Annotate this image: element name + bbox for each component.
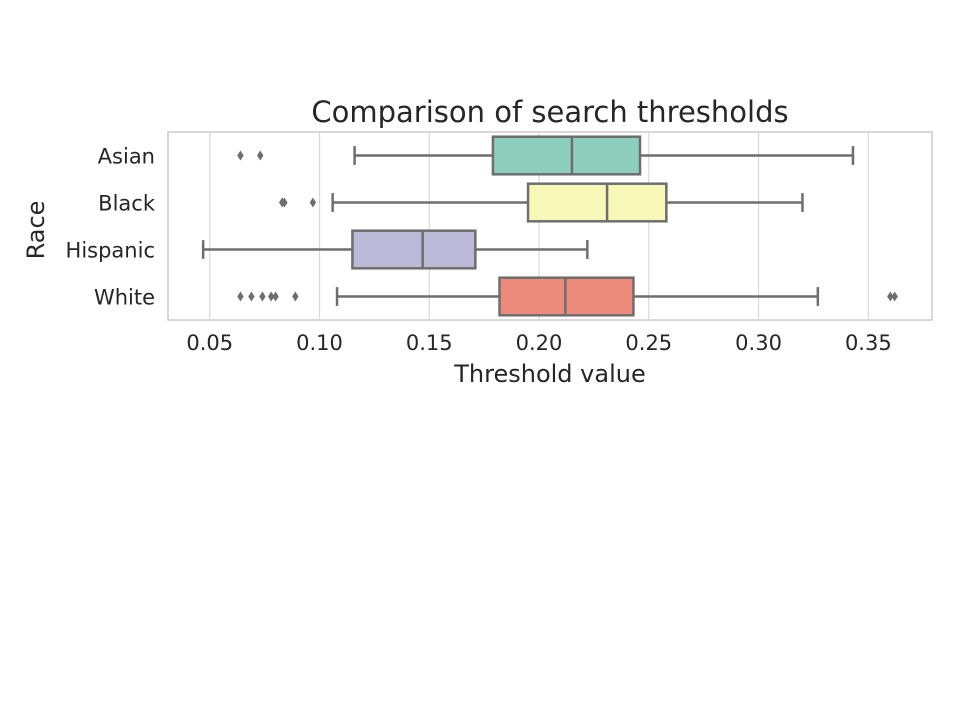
outlier-point: [309, 197, 317, 208]
x-axis-label: Threshold value: [453, 360, 645, 388]
box-iqr: [491, 135, 642, 176]
outlier-point: [248, 291, 255, 302]
outlier-point: [237, 150, 244, 161]
outlier-point: [257, 150, 264, 161]
box-iqr: [526, 182, 668, 223]
outlier-point: [891, 291, 898, 302]
box-hispanic: [201, 229, 589, 270]
y-tick-label: White: [94, 286, 155, 310]
x-tick-label: 0.15: [406, 331, 453, 355]
chart-title: Comparison of search thresholds: [311, 95, 788, 129]
y-tick-labels: Asian Black Hispanic White: [66, 145, 156, 310]
x-tick-labels: 0.05 0.10 0.15 0.20 0.25 0.30 0.35: [186, 331, 891, 355]
boxplot-series: [201, 135, 898, 317]
x-tick-label: 0.05: [186, 331, 233, 355]
outlier-point: [272, 291, 279, 302]
y-tick-label: Asian: [98, 145, 155, 169]
box-iqr: [351, 229, 477, 270]
x-tick-label: 0.25: [625, 331, 672, 355]
y-tick-label: Black: [98, 192, 156, 216]
x-tick-label: 0.20: [516, 331, 563, 355]
outlier-point: [267, 291, 275, 302]
box-white: [237, 276, 898, 317]
box-black: [278, 182, 804, 223]
grid-lines: [209, 132, 869, 320]
y-tick-label: Hispanic: [66, 239, 155, 263]
outlier-point: [292, 291, 299, 302]
outlier-point: [237, 291, 244, 302]
x-tick-label: 0.35: [845, 331, 892, 355]
outlier-point: [281, 197, 288, 208]
box-asian: [237, 135, 855, 176]
outlier-point: [259, 291, 266, 302]
y-axis-label: Race: [22, 201, 50, 260]
x-tick-label: 0.10: [296, 331, 343, 355]
x-tick-label: 0.30: [735, 331, 782, 355]
outlier-point: [887, 291, 894, 302]
